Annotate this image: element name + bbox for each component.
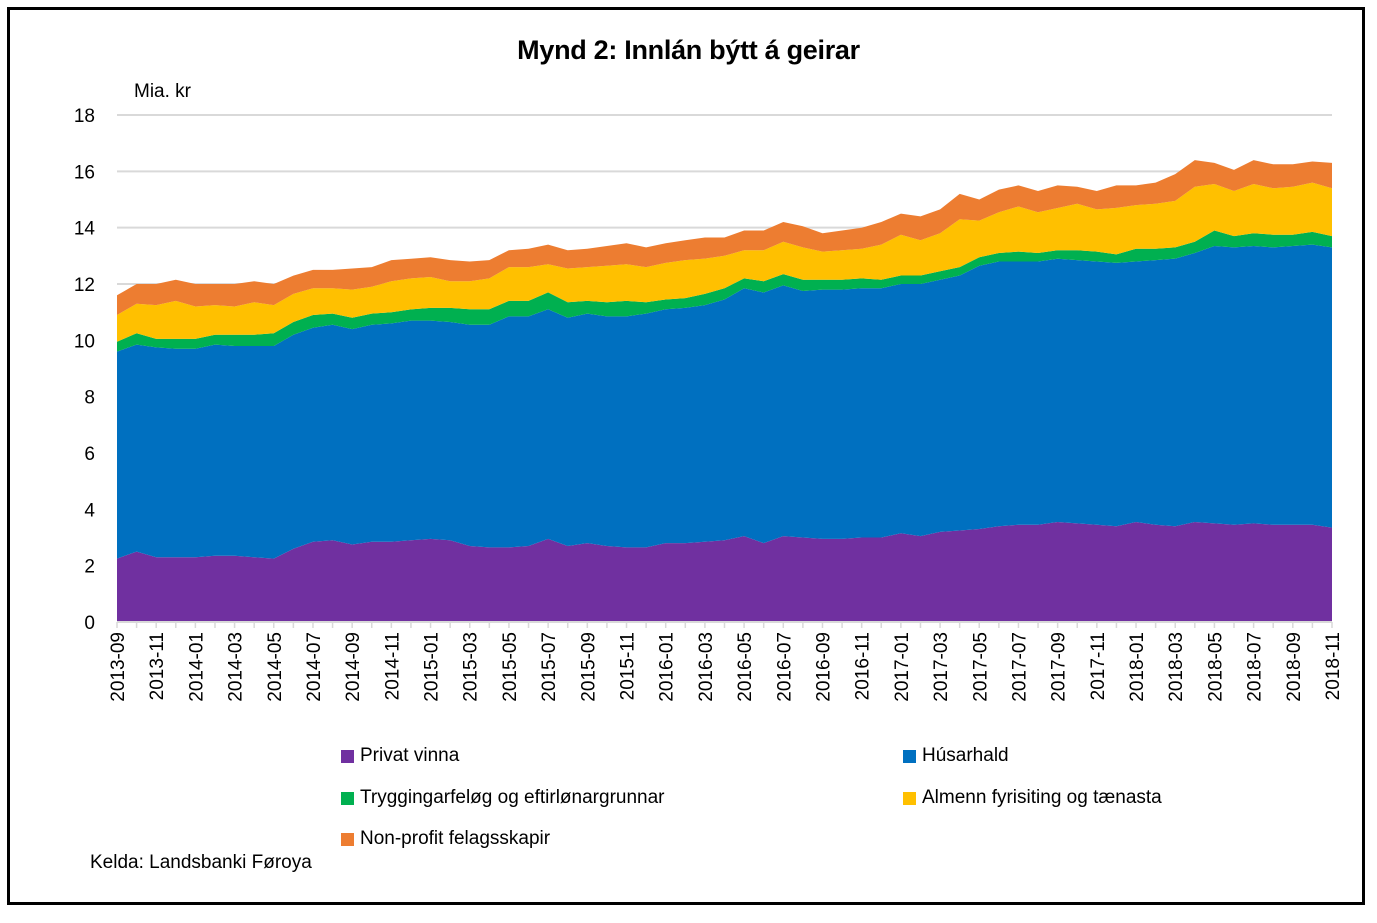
x-tick-label: 2015-11 [618, 632, 639, 700]
x-tick-label: 2017-11 [1088, 632, 1109, 700]
x-tick-label: 2016-09 [813, 632, 834, 702]
legend-label: Almenn fyrisiting og tænasta [922, 787, 1162, 808]
x-tick-label: 2018-03 [1166, 632, 1187, 702]
y-tick-label: 8 [84, 388, 95, 409]
area-almenn-fyrisiting-og-t-nasta [117, 182, 1332, 342]
legend-swatch-orange [341, 832, 354, 846]
legend-swatch-blue [903, 749, 916, 763]
y-tick-label: 10 [74, 331, 95, 352]
y-tick-label: 2 [84, 557, 95, 578]
x-tick-label: 2018-11 [1323, 632, 1344, 700]
x-tick-label: 2014-01 [186, 632, 207, 702]
legend-swatch-green [341, 791, 354, 805]
axes: 0 2 4 6 8 10 12 14 16 18 2013-09 2013-11 2014-01 2014… [74, 106, 1344, 702]
x-tick-label: 2014-11 [382, 632, 403, 700]
x-tick-label: 2017-03 [931, 632, 952, 702]
legend-swatch-purple [341, 749, 354, 763]
area-h-sarhald [117, 244, 1332, 559]
x-tick-label: 2013-09 [108, 632, 129, 702]
x-tick-label: 2018-09 [1284, 632, 1305, 702]
x-tick-label: 2018-07 [1245, 632, 1266, 702]
y-tick-label: 6 [84, 444, 95, 465]
x-tick-label: 2016-05 [735, 632, 756, 702]
x-tick-label: 2014-09 [343, 632, 364, 702]
y-tick-label: 0 [84, 613, 95, 634]
x-tick-label: 2015-03 [461, 632, 482, 702]
y-tick-label: 14 [74, 219, 96, 240]
x-tick-label: 2014-03 [226, 632, 247, 702]
legend-item-husarhald: Húsarhald [903, 745, 1009, 767]
legend-label: Tryggingarfeløg og eftirlønargrunnar [360, 787, 665, 808]
legend-item-almenn-fyrisiting: Almenn fyrisiting og tænasta [903, 787, 1162, 809]
area-privat-vinna [117, 522, 1332, 622]
x-tick-label: 2016-03 [696, 632, 717, 702]
y-tick-label: 18 [74, 106, 95, 127]
x-tick-label: 2016-01 [657, 632, 678, 702]
x-tick-label: 2018-05 [1205, 632, 1226, 702]
source-note: Kelda: Landsbanki Føroya [90, 852, 312, 873]
x-tick-label: 2013-11 [147, 632, 168, 700]
y-tick-label: 4 [84, 500, 95, 521]
x-tick-label: 2017-07 [1009, 632, 1030, 702]
legend-swatch-yellow [903, 791, 916, 805]
area-series [117, 160, 1332, 622]
x-tick-label: 2016-11 [853, 632, 874, 700]
x-tick-label: 2017-09 [1049, 632, 1070, 702]
x-tick-label: 2016-07 [774, 632, 795, 702]
x-tick-label: 2014-07 [304, 632, 325, 702]
x-tick-label: 2015-07 [539, 632, 560, 702]
y-tick-label: 12 [74, 275, 95, 296]
legend-label: Privat vinna [360, 745, 460, 766]
area-tryggingarfel-g-og-eftirl-nargrunnar [117, 230, 1332, 352]
x-tick-label: 2017-01 [892, 632, 913, 702]
area-non-profit-felagsskapir [117, 160, 1332, 315]
x-tick-label: 2015-01 [422, 632, 443, 702]
legend-label: Non-profit felagsskapir [360, 828, 551, 849]
x-tick-label: 2014-05 [265, 632, 286, 702]
legend-label: Húsarhald [922, 745, 1009, 766]
legend-item-privat-vinna: Privat vinna [341, 745, 459, 767]
legend-item-non-profit: Non-profit felagsskapir [341, 828, 550, 850]
chart-title: Mynd 2: Innlán býtt á geirar [517, 35, 860, 65]
x-tick-label: 2018-01 [1127, 632, 1148, 702]
y-tick-label: 16 [74, 162, 95, 183]
x-tick-label: 2015-05 [500, 632, 521, 702]
x-tick-label: 2015-09 [578, 632, 599, 702]
legend-item-tryggingarfelog: Tryggingarfeløg og eftirlønargrunnar [341, 787, 665, 809]
x-tick-label: 2017-05 [970, 632, 991, 702]
y-axis-unit-label: Mia. kr [134, 81, 191, 102]
